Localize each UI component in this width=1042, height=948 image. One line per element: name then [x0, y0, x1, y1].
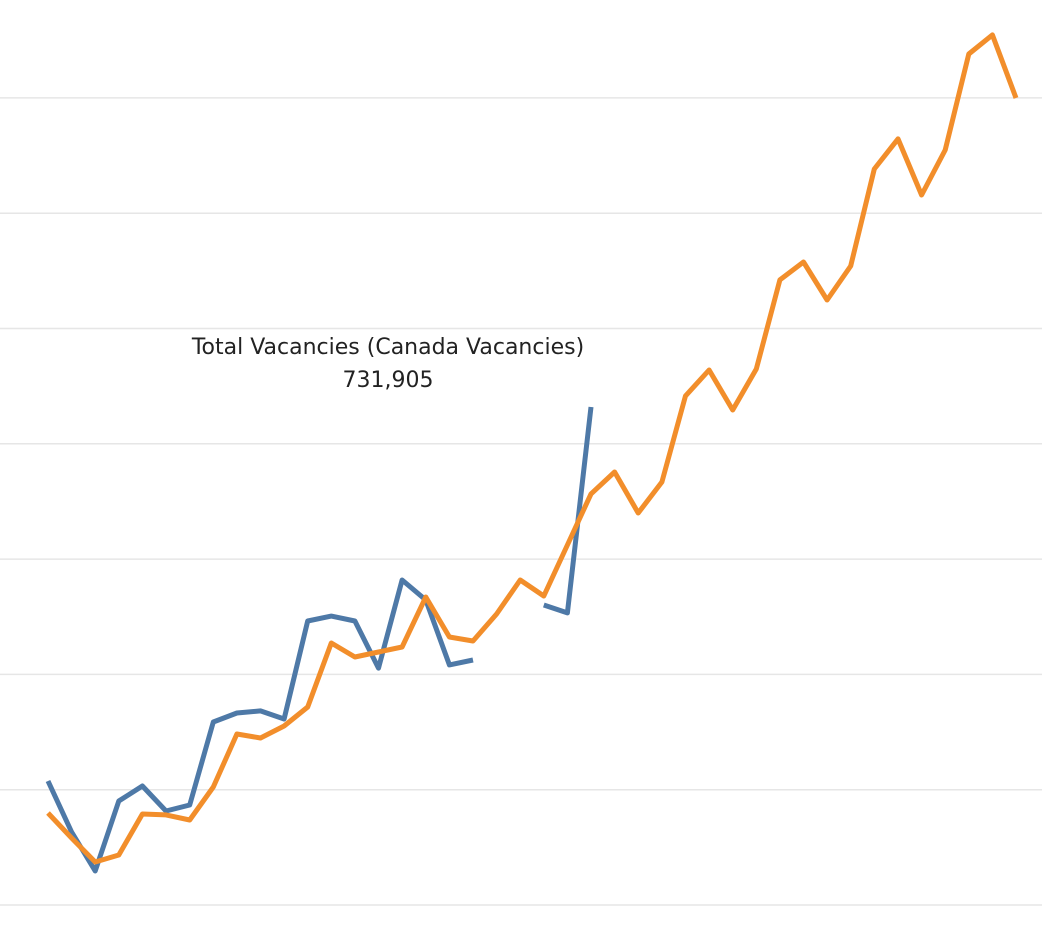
- plot-area: [45, 32, 1019, 874]
- data-label: 731,905: [343, 368, 434, 393]
- annotation: Total Vacancies (Canada Vacancies): [191, 335, 584, 360]
- grid: [0, 97, 1042, 906]
- series-line: [46, 32, 1019, 865]
- series-line: [45, 406, 594, 874]
